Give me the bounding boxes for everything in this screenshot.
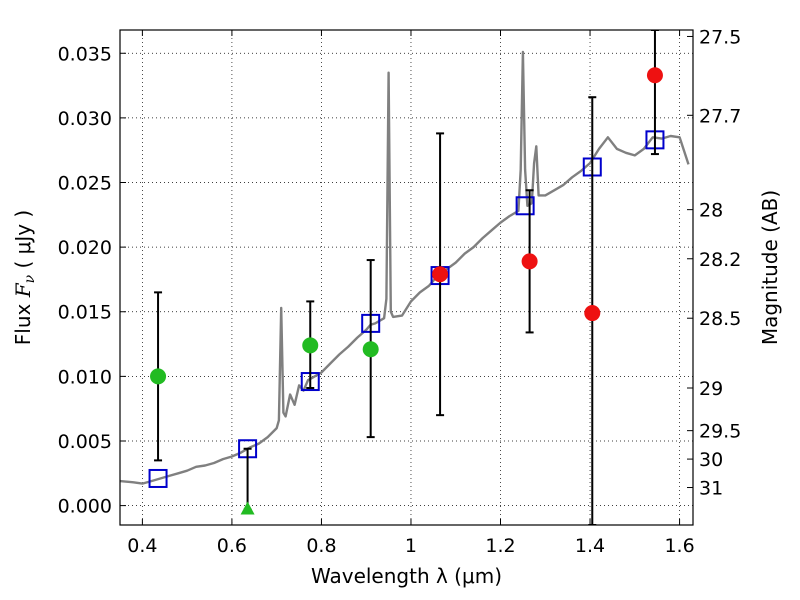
y-axis-label: Flux Fν ( μJy ) bbox=[11, 210, 38, 345]
right-tick-label: 28 bbox=[699, 200, 723, 222]
right-tick-label: 28.5 bbox=[699, 308, 741, 330]
photometry-point bbox=[302, 337, 319, 354]
right-tick-label: 29.5 bbox=[699, 421, 741, 443]
upper-limit-marker bbox=[240, 501, 255, 515]
series-layer bbox=[120, 30, 690, 525]
y-tick-label: 0.000 bbox=[58, 496, 112, 518]
photometry-point bbox=[150, 368, 167, 385]
y-tick-label: 0.010 bbox=[58, 366, 112, 388]
model-square-marker bbox=[515, 196, 535, 216]
x-tick-label: 0.4 bbox=[127, 535, 157, 557]
photometry-point bbox=[432, 266, 449, 283]
right-tick-label: 31 bbox=[699, 478, 723, 500]
y-tick-label: 0.020 bbox=[58, 237, 112, 259]
model-square-marker bbox=[148, 468, 168, 488]
x-axis-label: Wavelength λ (μm) bbox=[311, 564, 502, 588]
y-axis-label-unit: ( μJy ) bbox=[11, 210, 35, 275]
y-axis-label-symbol: F bbox=[11, 282, 35, 298]
photometry-point bbox=[584, 305, 601, 322]
y-tick-label: 0.030 bbox=[58, 108, 112, 130]
x-tick-label: 1 bbox=[405, 535, 417, 557]
plot-frame bbox=[119, 29, 694, 526]
right-tick-label: 28.2 bbox=[699, 249, 741, 271]
y-axis-label-part: Flux bbox=[11, 297, 35, 345]
right-tick-label: 27.5 bbox=[699, 26, 741, 48]
x-tick-label: 0.6 bbox=[217, 535, 247, 557]
y-tick-label: 0.035 bbox=[58, 43, 112, 65]
y-tick-label: 0.005 bbox=[58, 431, 112, 453]
x-tick-label: 1.2 bbox=[485, 535, 515, 557]
photometry-point bbox=[521, 253, 538, 270]
right-tick-label: 27.7 bbox=[699, 105, 741, 127]
y-axis-label-subscript: ν bbox=[22, 274, 38, 283]
x-tick-label: 0.8 bbox=[306, 535, 336, 557]
photometry-point bbox=[646, 67, 663, 84]
right-tick-label: 29 bbox=[699, 378, 723, 400]
grid-lines bbox=[120, 30, 693, 525]
x-tick-label: 1.6 bbox=[664, 535, 694, 557]
y-tick-label: 0.015 bbox=[58, 302, 112, 324]
x-tick-label: 1.4 bbox=[575, 535, 605, 557]
tick-layer: 0.4 0.6 0.8 1 1.2 1.4 1.6 0.000 0.005 0.010 0.015 0… bbox=[58, 26, 742, 557]
y-tick-label: 0.025 bbox=[58, 173, 112, 195]
photometry-point bbox=[362, 341, 379, 358]
right-tick-label: 30 bbox=[699, 449, 723, 471]
spectrum-line bbox=[120, 50, 690, 485]
right-axis-label: Magnitude (AB) bbox=[758, 190, 782, 345]
